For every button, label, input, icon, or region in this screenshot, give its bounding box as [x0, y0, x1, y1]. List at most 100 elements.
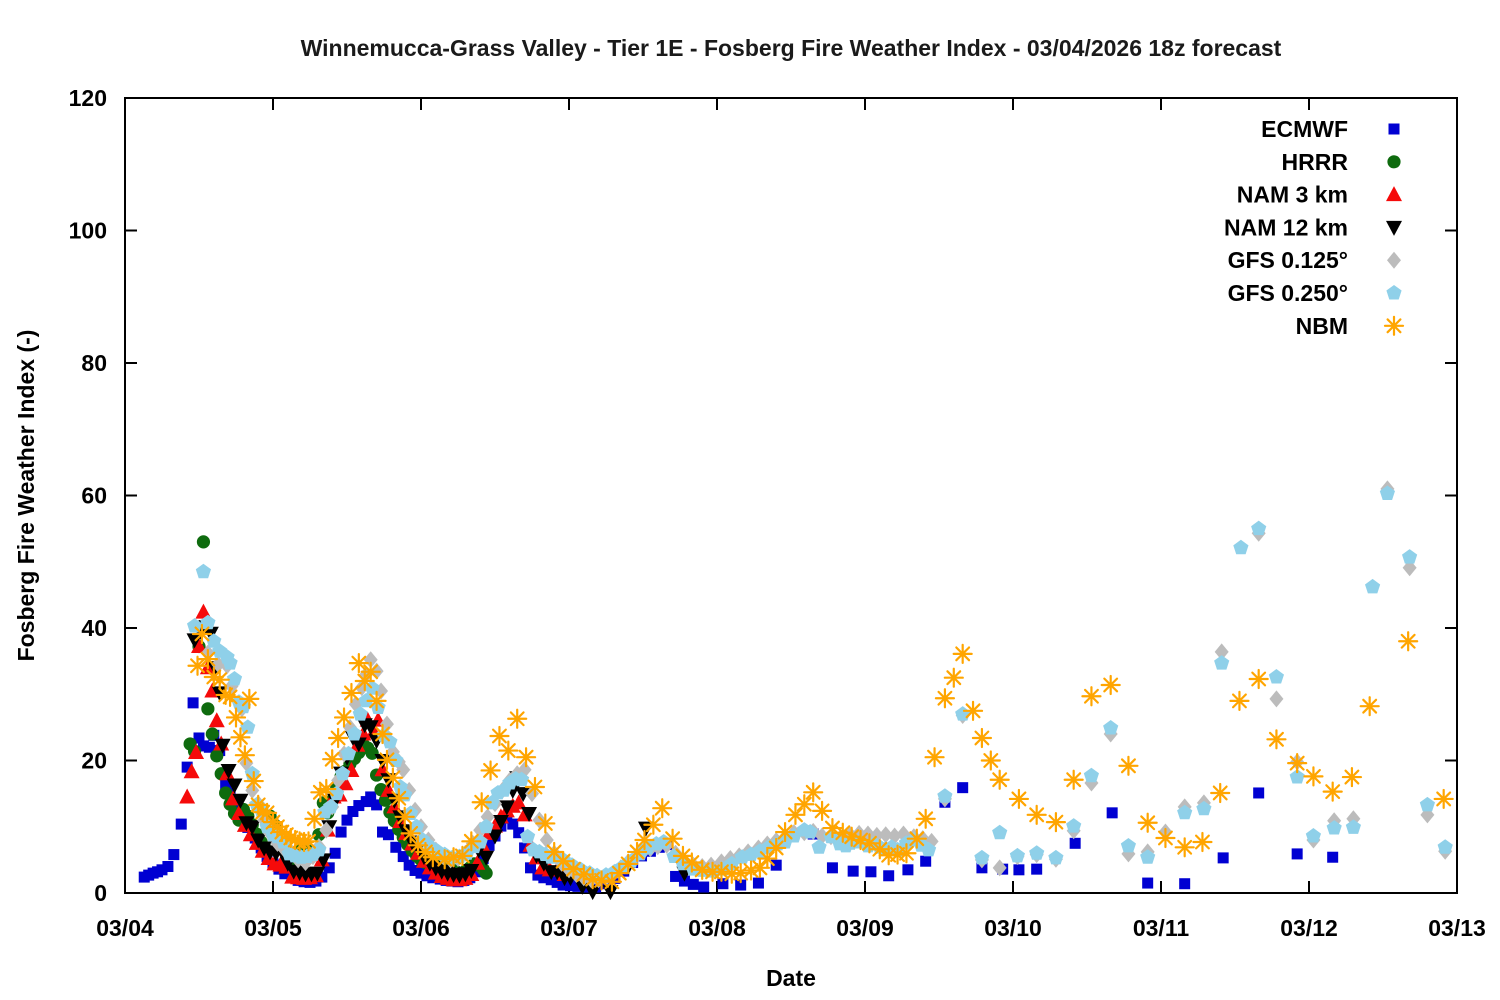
nbm-marker: [1081, 686, 1102, 707]
nbm-marker-spoke: [1140, 815, 1156, 831]
x-tick-label: 03/12: [1280, 915, 1338, 941]
nbm-marker-spoke: [391, 790, 407, 806]
nam-12-km-marker: [220, 763, 237, 779]
nbm-marker: [989, 769, 1010, 790]
nbm-marker: [316, 778, 337, 800]
nbm-marker: [591, 870, 612, 891]
nbm-marker-spoke: [844, 829, 860, 845]
nbm-marker-spoke: [1157, 830, 1173, 846]
nbm-marker: [618, 853, 639, 874]
y-tick-label: 0: [94, 880, 107, 906]
ecmwf-marker: [865, 866, 877, 878]
nbm-marker-spoke: [890, 847, 906, 863]
ecmwf-marker: [1069, 837, 1081, 849]
x-tick-label: 03/05: [244, 915, 302, 941]
gfs-0-250-marker: [974, 849, 990, 865]
ecmwf-marker: [175, 818, 187, 830]
nbm-marker: [1155, 827, 1176, 849]
nbm-marker: [1026, 804, 1047, 825]
nbm-marker-spoke: [1083, 688, 1099, 704]
gfs-0-250-marker: [1214, 655, 1230, 670]
nam-3-km-marker: [510, 794, 527, 810]
legend-label-ecmwf: ECMWF: [1261, 116, 1348, 142]
nbm-marker: [652, 798, 673, 819]
nbm-marker-spoke: [983, 753, 999, 768]
nbm-marker: [360, 661, 381, 682]
nbm-marker-spoke: [814, 803, 830, 819]
gfs-0-250-marker: [1120, 838, 1136, 853]
x-tick-label: 03/10: [984, 915, 1042, 941]
nbm-marker: [896, 843, 917, 864]
nbm-marker: [1137, 812, 1158, 833]
nbm-marker: [1433, 788, 1454, 810]
ecmwf-marker: [847, 865, 859, 877]
nbm-marker: [1303, 766, 1324, 787]
nbm-marker-spoke: [1066, 772, 1082, 788]
gfs-0-250-marker: [195, 563, 211, 579]
nam-12-km-marker: [492, 814, 509, 830]
nbm-marker: [962, 700, 984, 721]
nbm-legend-marker-icon: [1383, 315, 1405, 336]
nam-12-km-marker: [244, 820, 261, 836]
ecmwf-marker: [532, 869, 544, 881]
nam-3-km-marker: [191, 638, 207, 654]
nbm-marker-spoke: [555, 853, 571, 869]
gfs-0-250-marker: [1140, 849, 1156, 864]
x-tick-label: 03/13: [1428, 915, 1486, 941]
ecmwf-marker: [670, 870, 682, 882]
gfs-0-250-marker: [955, 706, 971, 721]
nam-12-km-marker: [250, 833, 267, 849]
nbm-marker-spoke: [363, 664, 379, 680]
nam-12-km-marker: [584, 885, 601, 901]
gfs-0-250-marker: [1326, 820, 1342, 835]
nbm-marker: [498, 740, 519, 761]
gfs-0-250-marker: [1402, 549, 1418, 564]
nbm-marker: [452, 845, 473, 867]
ecmwf-marker: [507, 818, 519, 830]
hrrr-marker: [479, 866, 493, 880]
nbm-marker: [388, 788, 409, 809]
nbm-marker: [1045, 812, 1067, 833]
nbm-marker-spoke: [974, 730, 990, 746]
nbm-marker: [225, 707, 247, 728]
nbm-marker-spoke: [301, 833, 316, 849]
nbm-marker: [480, 760, 501, 781]
nam-3-km-marker: [230, 805, 247, 820]
ecmwf-marker: [513, 827, 525, 839]
hrrr-marker: [365, 746, 379, 760]
nbm-marker: [1229, 690, 1250, 711]
gfs-0-125-legend-marker-icon: [1387, 251, 1401, 269]
nbm-marker: [1192, 831, 1213, 853]
nbm-marker: [348, 653, 369, 674]
legend-label-gfs-0-250: GFS 0.250°: [1228, 280, 1348, 306]
gfs-0-250-marker: [226, 671, 243, 686]
nbm-marker-spoke: [759, 851, 775, 867]
nbm-marker-spoke: [375, 726, 390, 742]
nbm-marker-spoke: [222, 689, 238, 705]
nbm-marker-spoke: [675, 848, 691, 864]
y-tick-label: 120: [69, 85, 107, 111]
nbm-marker: [794, 794, 815, 815]
gfs-0-125-marker: [992, 859, 1007, 877]
ecmwf-marker: [902, 864, 914, 876]
gfs-0-125-marker: [319, 821, 334, 839]
nbm-marker-spoke: [1344, 769, 1360, 785]
nam-12-km-marker: [602, 885, 619, 901]
nbm-marker-spoke: [232, 729, 248, 745]
nbm-marker: [749, 857, 771, 878]
nam-12-km-marker: [574, 879, 591, 895]
nbm-marker-spoke: [665, 831, 681, 847]
gfs-0-250-marker: [1289, 769, 1305, 784]
ecmwf-marker: [752, 877, 764, 889]
nbm-marker-spoke: [351, 655, 367, 671]
nbm-marker-spoke: [752, 860, 768, 876]
nam-12-km-marker: [478, 850, 495, 866]
ecmwf-marker: [883, 870, 895, 882]
ecmwf-marker: [770, 859, 782, 871]
gfs-0-125-marker: [878, 826, 893, 844]
nbm-marker-spoke: [228, 709, 244, 725]
ecmwf-marker: [920, 855, 932, 867]
nbm-marker-spoke: [768, 840, 784, 856]
nbm-marker-spoke: [654, 800, 670, 816]
nbm-marker: [1174, 837, 1195, 858]
